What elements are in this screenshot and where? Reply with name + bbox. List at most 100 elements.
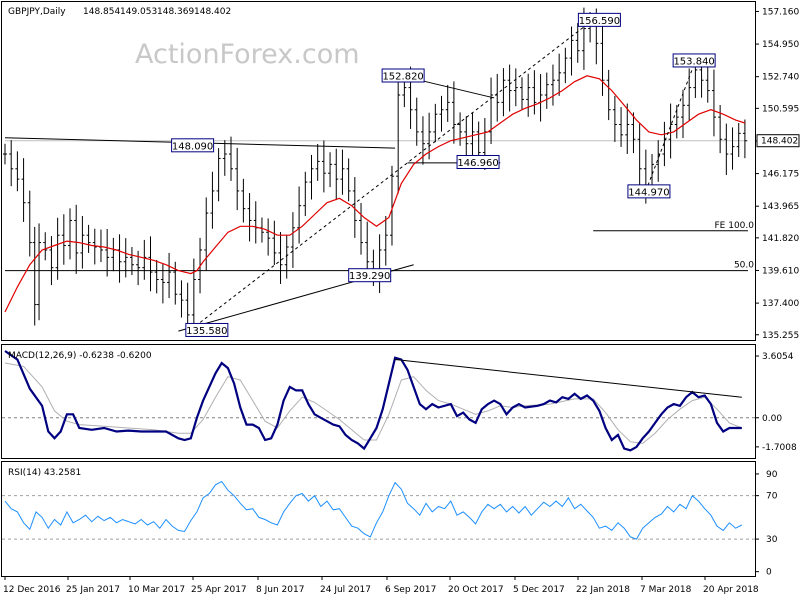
rsi-tick-label: 70	[766, 492, 778, 502]
x-axis-labels: 12 Dec 2016 25 Jan 2017 10 Mar 2017 25 Apr …	[3, 576, 759, 595]
price-bar	[185, 282, 190, 328]
price-bar	[309, 154, 314, 200]
price-bar	[328, 152, 333, 188]
price-label-box: 156.590	[577, 12, 621, 27]
price-bar	[433, 103, 438, 143]
rsi-tick-label: 90	[766, 470, 778, 480]
price-bar	[507, 64, 512, 112]
price-bar	[513, 68, 518, 107]
rsi-layer	[2, 480, 755, 540]
price-bar	[9, 140, 14, 187]
watermark: ActionForex.com	[135, 39, 360, 70]
macd-tick-label: 0.00	[762, 414, 782, 424]
x-tick-label: 24 Jul 2017	[320, 585, 371, 595]
price-bar	[98, 229, 103, 263]
price-bar	[37, 223, 42, 321]
price-bar	[27, 190, 32, 257]
price-bar	[253, 201, 258, 244]
price-tick-label: 135.255	[762, 331, 799, 341]
price-bar	[123, 238, 128, 278]
price-label-frame	[348, 268, 392, 283]
price-bar	[160, 263, 165, 304]
price-label-frame	[577, 12, 621, 27]
price-tick-label: 150.595	[762, 104, 799, 114]
price-bar	[396, 81, 401, 194]
level-label: FE 100.0	[715, 221, 755, 231]
price-bar	[191, 258, 196, 335]
price-bar	[489, 77, 494, 144]
price-label-box: 148.090	[171, 138, 215, 153]
price-bar	[334, 148, 339, 201]
price-bar	[606, 69, 611, 121]
price-bar	[266, 218, 271, 256]
price-bar	[148, 236, 153, 292]
header-open: 148.854	[83, 7, 120, 17]
price-label-text: 135.580	[186, 326, 227, 337]
macd-line	[4, 350, 742, 452]
price-layer: 135.580 148.090 139.290 152.820 146.960 156.5…	[3, 7, 755, 337]
macd-trendline	[395, 359, 742, 398]
rsi-line	[4, 480, 743, 540]
price-bar	[458, 112, 463, 146]
price-panel-frame	[1, 1, 756, 341]
y-axis-labels: 157.160154.950152.740150.595148.385146.1…	[755, 7, 800, 578]
price-bar	[711, 69, 716, 137]
price-bar	[43, 232, 48, 261]
price-bar	[216, 148, 221, 202]
price-bar	[272, 220, 277, 266]
price-bar	[129, 247, 134, 276]
price-bar	[563, 47, 568, 84]
price-bar	[631, 112, 636, 154]
price-bar	[303, 171, 308, 217]
macd-title: MACD(12,26,9) -0.6238 -0.6200	[8, 351, 152, 361]
trendline-4	[645, 60, 696, 192]
price-bar	[532, 70, 537, 115]
price-bar	[278, 231, 283, 284]
header-close: 148.402	[194, 7, 231, 17]
price-bar	[86, 224, 91, 253]
price-bar	[668, 103, 673, 159]
price-label-box: 139.290	[348, 268, 392, 283]
price-bar	[241, 178, 246, 223]
price-bar	[55, 217, 60, 280]
price-header: GBPJPY,Daily 148.854 149.053 148.369 148…	[8, 7, 231, 17]
price-bar	[600, 24, 605, 96]
price-bar	[501, 68, 506, 117]
price-bar	[259, 217, 264, 243]
price-bar	[705, 62, 710, 103]
price-bar	[724, 123, 729, 175]
price-label-box: 135.580	[185, 322, 229, 337]
macd-signal-line	[4, 362, 742, 444]
price-bar	[222, 140, 227, 176]
price-label-box: 144.970	[627, 184, 671, 199]
level-label: 50.0	[734, 261, 754, 271]
price-bar	[235, 147, 240, 211]
price-bar	[359, 203, 364, 255]
x-tick-label: 5 Dec 2017	[513, 585, 565, 595]
price-tick-label: 152.740	[762, 73, 799, 83]
price-bar	[520, 77, 525, 110]
price-bar	[247, 192, 252, 242]
price-bar	[32, 226, 37, 326]
price-bar	[315, 143, 320, 181]
price-bar	[154, 260, 159, 294]
price-label-box: 152.820	[381, 68, 425, 83]
price-bar	[92, 228, 97, 265]
price-bar	[557, 53, 562, 96]
price-label-box: 153.840	[672, 53, 716, 68]
price-bar	[284, 234, 289, 279]
price-bar	[495, 74, 500, 122]
macd-panel-frame	[1, 344, 756, 459]
price-bar	[179, 280, 184, 318]
price-tick-label: 157.160	[762, 7, 799, 17]
price-bar	[61, 214, 66, 265]
x-tick-label: 12 Dec 2016	[3, 585, 61, 595]
price-label-text: 153.840	[673, 56, 714, 67]
price-label-frame	[627, 184, 671, 199]
price-bar	[111, 237, 116, 272]
price-bar	[569, 26, 574, 76]
price-bar	[383, 216, 388, 266]
current-price-box	[756, 134, 800, 148]
price-bar	[544, 72, 549, 109]
